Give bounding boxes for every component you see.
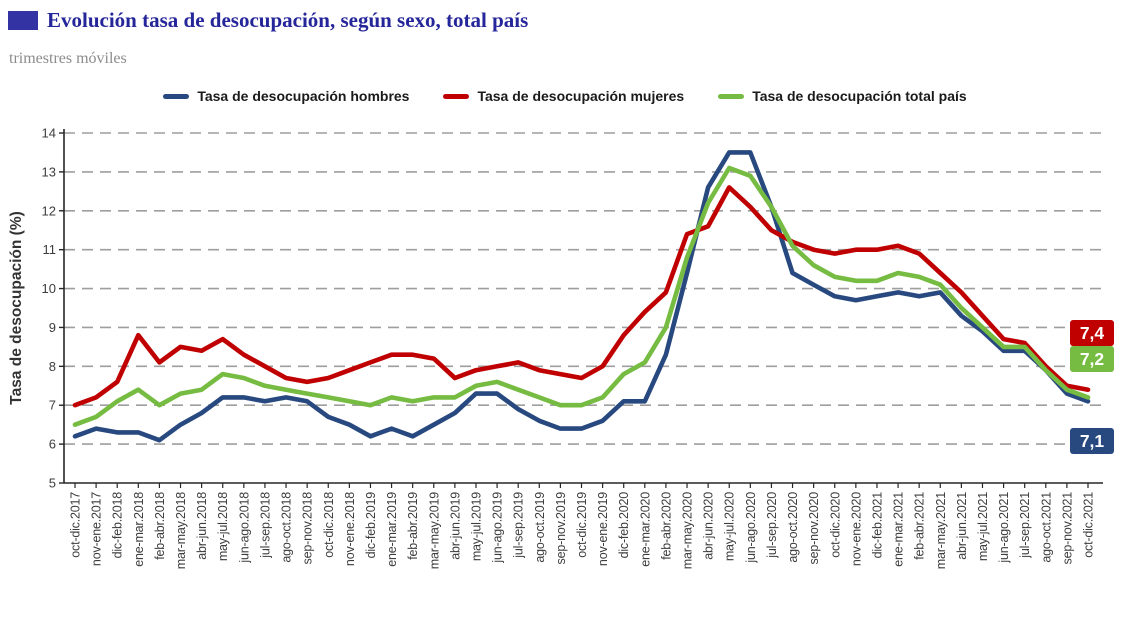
x-tick-label: sep-nov.2019 xyxy=(554,492,568,565)
x-tick-label: jul-sep.2020 xyxy=(765,492,779,559)
end-label-box-total xyxy=(1070,346,1114,372)
end-label-box-mujeres xyxy=(1070,320,1114,346)
x-tick-label: jun-ago.2020 xyxy=(744,492,758,564)
x-tick-label: feb-abr.2019 xyxy=(406,492,420,560)
legend-label-hombres: Tasa de desocupación hombres xyxy=(197,88,410,104)
x-tick-label: may-jul.2019 xyxy=(469,492,483,561)
x-tick-label: dic-feb.2020 xyxy=(617,492,631,559)
legend-item-mujeres: Tasa de desocupación mujeres xyxy=(443,88,684,104)
x-tick-label: oct-dic.2017 xyxy=(69,492,83,558)
x-tick-label: abr-jun.2020 xyxy=(702,492,716,560)
x-tick-label: feb-abr.2020 xyxy=(659,492,673,560)
x-tick-label: abr-jun.2021 xyxy=(955,492,969,560)
x-tick-label: oct-dic.2021 xyxy=(1082,492,1096,558)
y-tick-label: 12 xyxy=(42,203,56,218)
y-tick-label: 14 xyxy=(42,126,56,141)
x-tick-label: ago-oct.2018 xyxy=(280,492,294,563)
series-line-hombres xyxy=(72,150,1091,443)
legend-swatch-hombres xyxy=(163,93,190,99)
x-tick-label: nov-ene.2018 xyxy=(343,492,357,566)
end-label-value-mujeres: 7,4 xyxy=(1080,323,1105,343)
end-label-value-total: 7,2 xyxy=(1080,349,1105,369)
y-tick-label: 6 xyxy=(49,437,56,452)
x-tick-label: oct-dic.2020 xyxy=(828,492,842,558)
legend-label-total: Tasa de desocupación total país xyxy=(752,88,967,104)
x-tick-label: jun-ago.2021 xyxy=(997,492,1011,564)
y-tick-label: 13 xyxy=(42,164,56,179)
legend-swatch-mujeres xyxy=(443,93,470,99)
chart-legend: Tasa de desocupación hombres Tasa de des… xyxy=(0,88,1130,104)
x-tick-label: jun-ago.2018 xyxy=(237,492,251,564)
x-tick-label: dic-feb.2018 xyxy=(111,492,125,559)
x-tick-label: feb-abr.2018 xyxy=(153,492,167,560)
x-tick-label: may-jul.2020 xyxy=(723,492,737,561)
end-label-value-hombres: 7,1 xyxy=(1080,431,1105,451)
x-tick-label: may-jul.2021 xyxy=(976,492,990,561)
x-tick-label: nov-ene.2017 xyxy=(90,492,104,566)
x-tick-label: dic-feb.2021 xyxy=(870,492,884,559)
x-tick-label: sep-nov.2021 xyxy=(1060,492,1074,565)
x-tick-label: mar-may.2020 xyxy=(681,492,695,570)
legend-swatch-total xyxy=(718,93,745,99)
page-subtitle: trimestres móviles xyxy=(9,50,127,67)
x-tick-label: ago-oct.2019 xyxy=(533,492,547,563)
chart-header: Evolución tasa de desocupación, según se… xyxy=(8,8,528,32)
series-line-mujeres xyxy=(72,185,1091,408)
title-accent-square xyxy=(8,11,38,30)
x-tick-label: dic-feb.2019 xyxy=(364,492,378,559)
legend-item-hombres: Tasa de desocupación hombres xyxy=(163,88,409,104)
x-tick-label: ago-oct.2021 xyxy=(1039,492,1053,563)
x-tick-label: ene-mar.2020 xyxy=(638,492,652,567)
x-tick-label: sep-nov.2020 xyxy=(807,492,821,565)
x-tick-label: mar-may.2018 xyxy=(174,492,188,570)
x-tick-label: sep-nov.2018 xyxy=(301,492,315,565)
x-tick-label: mar-may.2021 xyxy=(934,492,948,570)
y-tick-label: 10 xyxy=(42,281,56,296)
x-tick-label: oct-dic.2018 xyxy=(322,492,336,558)
x-tick-label: abr-jun.2019 xyxy=(448,492,462,560)
x-tick-label: nov-ene.2019 xyxy=(596,492,610,566)
x-tick-label: mar-may.2019 xyxy=(427,492,441,570)
y-tick-label: 8 xyxy=(49,359,56,374)
x-tick-label: ene-mar.2018 xyxy=(132,492,146,567)
page-title: Evolución tasa de desocupación, según se… xyxy=(47,8,529,32)
end-label-box-hombres xyxy=(1070,428,1114,454)
x-tick-label: jul-sep.2021 xyxy=(1018,492,1032,559)
x-tick-label: may-jul.2018 xyxy=(216,492,230,561)
y-tick-label: 11 xyxy=(43,242,57,257)
legend-item-total: Tasa de desocupación total país xyxy=(718,88,967,104)
y-tick-label: 9 xyxy=(49,320,56,335)
x-tick-label: nov-ene.2020 xyxy=(849,492,863,566)
y-axis-title: Tasa de desocupación (%) xyxy=(8,211,25,405)
x-tick-label: ago-oct.2020 xyxy=(786,492,800,563)
legend-label-mujeres: Tasa de desocupación mujeres xyxy=(477,88,685,104)
x-tick-label: jul-sep.2019 xyxy=(512,492,526,559)
x-tick-label: abr-jun.2018 xyxy=(195,492,209,560)
x-tick-label: ene-mar.2021 xyxy=(892,492,906,567)
x-tick-label: ene-mar.2019 xyxy=(385,492,399,567)
x-tick-label: feb-abr.2021 xyxy=(913,492,927,560)
y-tick-label: 5 xyxy=(49,476,56,491)
x-tick-label: jun-ago.2019 xyxy=(491,492,505,564)
y-tick-label: 7 xyxy=(49,398,56,413)
x-tick-label: oct-dic.2019 xyxy=(575,492,589,558)
series-line-total xyxy=(72,165,1091,428)
x-tick-label: jul-sep.2018 xyxy=(258,492,272,559)
